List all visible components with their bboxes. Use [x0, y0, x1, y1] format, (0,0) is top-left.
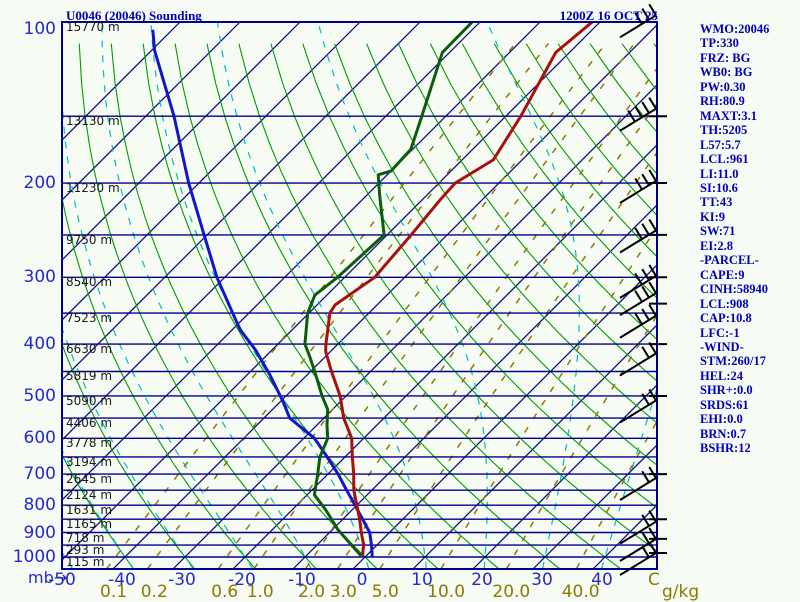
height-label: 5090 m [66, 394, 112, 408]
height-label: 4406 m [66, 416, 112, 430]
pressure-tick-label: 800 [0, 495, 56, 515]
panel-stat: HEL:24 [700, 369, 769, 383]
mixing-ratio-label: 5.0 [355, 582, 415, 602]
height-label: 7523 m [66, 311, 112, 325]
panel-stat: KI:9 [700, 210, 769, 224]
pressure-axis-unit: mb→ [28, 568, 67, 587]
panel-stat: MAXT:3.1 [700, 109, 769, 123]
moist-adiabat-line [151, 22, 369, 568]
pressure-tick-label: 500 [0, 386, 56, 406]
height-label: 5819 m [66, 369, 112, 383]
panel-stat: BSHR:12 [700, 441, 769, 455]
sounding-datetime: 1200Z 16 OCT 25 [518, 8, 658, 24]
panel-stat: WB0: BG [700, 65, 769, 79]
pressure-tick-label: 700 [0, 464, 56, 484]
panel-stat: LCL:908 [700, 297, 769, 311]
wind-barbs [620, 4, 656, 575]
height-label: 15770 m [66, 20, 120, 34]
mixing-axis-unit: g/kg [662, 582, 699, 602]
background-grid [0, 22, 800, 569]
panel-stat: CAPE:9 [700, 268, 769, 282]
panel-stat: SRDS:61 [700, 398, 769, 412]
panel-stat: SHR+:0.0 [700, 383, 769, 397]
moist-adiabat-line [0, 22, 12, 568]
wind-barb [620, 98, 656, 131]
panel-stat: LI:11.0 [700, 167, 769, 181]
panel-stat: SI:10.6 [700, 181, 769, 195]
height-label: 3194 m [66, 455, 112, 469]
panel-stat: CAP:10.8 [700, 311, 769, 325]
pressure-tick-label: 900 [0, 523, 56, 543]
temp-axis-unit: C [648, 570, 660, 590]
panel-stat: EHI:0.0 [700, 412, 769, 426]
height-label: 11230 m [66, 181, 120, 195]
pressure-tick-label: 400 [0, 334, 56, 354]
pressure-tick-label: 100 [0, 19, 56, 39]
panel-stat: WMO:20046 [700, 22, 769, 36]
height-label: 3778 m [66, 436, 112, 450]
panel-stat: L57:5.7 [700, 138, 769, 152]
mixing-ratio-label: 20.0 [481, 582, 541, 602]
panel-stat: RH:80.9 [700, 94, 769, 108]
pressure-tick-label: 200 [0, 173, 56, 193]
isotherm-line [113, 22, 660, 569]
panel-stat: PW:0.30 [700, 80, 769, 94]
panel-stat: SW:71 [700, 224, 769, 238]
panel-stat: -PARCEL- [700, 253, 769, 267]
panel-stat: STM:260/17 [700, 354, 769, 368]
isotherm-line [0, 22, 540, 569]
height-label: 2645 m [66, 472, 112, 486]
moist-adiabat-line [218, 22, 427, 568]
panel-stat: BRN:0.7 [700, 427, 769, 441]
panel-stat: TT:43 [700, 195, 769, 209]
height-label: 13130 m [66, 114, 120, 128]
panel-stat: CINH:58940 [700, 282, 769, 296]
pressure-tick-label: 600 [0, 428, 56, 448]
height-label: 9750 m [66, 233, 112, 247]
moist-adiabat-line [0, 22, 133, 568]
wind-barb [620, 170, 656, 203]
panel-stat: TH:5205 [700, 123, 769, 137]
pressure-tick-label: 300 [0, 267, 56, 287]
panel-stat: -WIND- [700, 340, 769, 354]
mixing-ratio-label: 0.2 [124, 582, 184, 602]
panel-stat: TP:330 [700, 36, 769, 50]
mixing-ratio-label: 40.0 [551, 582, 611, 602]
panel-stat: LCL:961 [700, 152, 769, 166]
isotherm-line [0, 22, 240, 569]
moist-adiabat-line [23, 22, 193, 568]
isotherm-line [0, 22, 480, 569]
height-label: 1631 m [66, 503, 112, 517]
height-label: 6630 m [66, 342, 112, 356]
pressure-tick-label: 1000 [0, 547, 56, 567]
mixing-ratio-label: 10.0 [416, 582, 476, 602]
parcel-trace [153, 31, 372, 556]
panel-stat: LFC:-1 [700, 326, 769, 340]
height-label: 115 m [66, 555, 104, 569]
panel-stat: EI:2.8 [700, 239, 769, 253]
height-label: 1165 m [66, 517, 112, 531]
height-label: 2124 m [66, 488, 112, 502]
wind-barb [620, 265, 656, 298]
height-label: 8540 m [66, 275, 112, 289]
panel-stat: FRZ: BG [700, 51, 769, 65]
